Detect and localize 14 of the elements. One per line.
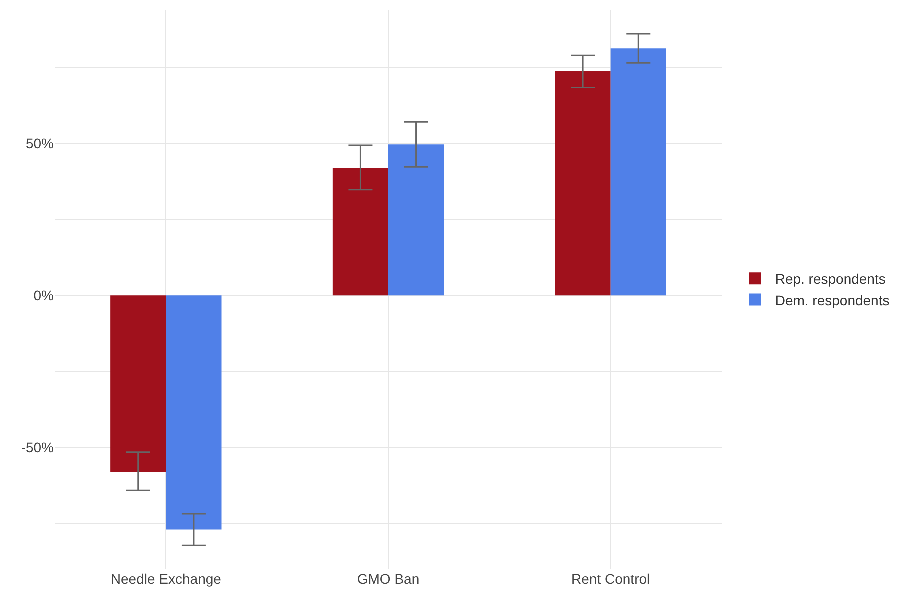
y-tick-label: 0% (34, 287, 54, 304)
x-tick-label: Needle Exchange (110, 571, 222, 587)
bar (110, 296, 166, 472)
bar (610, 48, 666, 296)
x-tick-label: Rent Control (572, 571, 650, 587)
y-tick-label: -50% (21, 439, 54, 456)
legend-label: Dem. respondents (775, 292, 890, 308)
bar (332, 168, 388, 296)
legend-label: Rep. respondents (775, 271, 886, 288)
y-tick-label: 50% (26, 136, 54, 152)
bar (166, 296, 222, 530)
bar (388, 144, 444, 296)
x-tick-label: GMO Ban (357, 571, 420, 587)
bar (555, 71, 611, 296)
